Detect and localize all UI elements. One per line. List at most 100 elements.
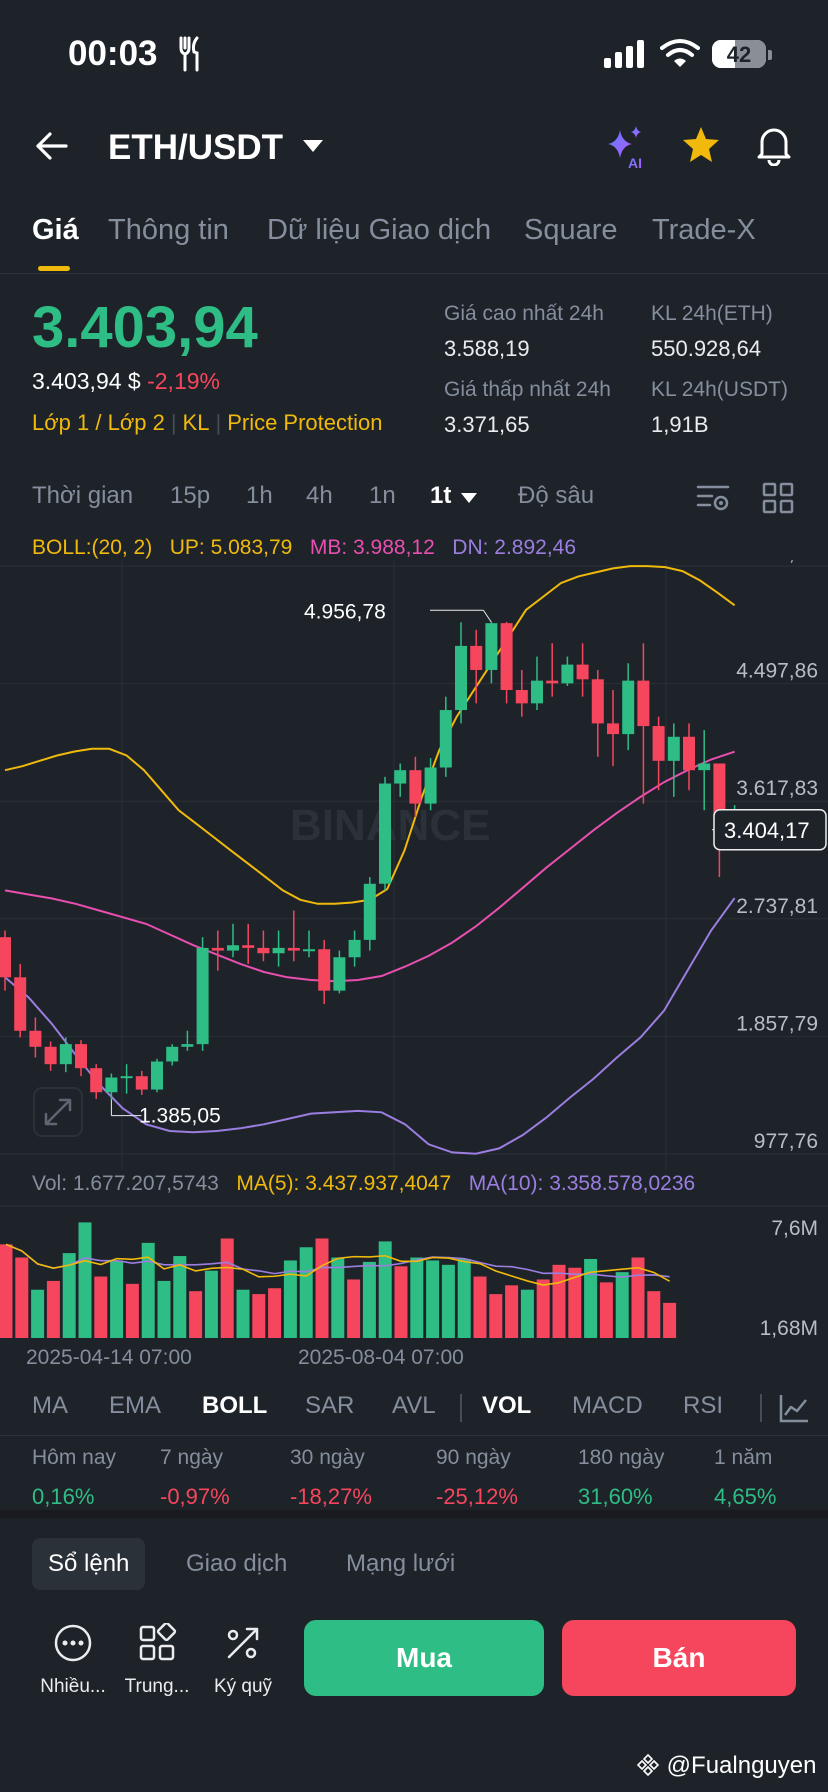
- sell-button[interactable]: Bán: [562, 1620, 796, 1696]
- bell-icon[interactable]: [752, 122, 796, 166]
- performance-cell: Hôm nay 0,16%: [32, 1446, 116, 1510]
- boll-up: UP: 5.083,79: [169, 536, 293, 559]
- grid-layout-icon[interactable]: [762, 482, 794, 514]
- tab-square[interactable]: Square: [524, 214, 618, 246]
- performance-value: -25,12%: [436, 1484, 518, 1509]
- interval-1d[interactable]: 1n: [369, 482, 396, 509]
- volume-bar: [78, 1222, 92, 1338]
- volume-ma5-line: [5, 1243, 670, 1286]
- y-axis-label: 5.377,89: [736, 560, 818, 565]
- chart-settings-icon[interactable]: [696, 482, 730, 514]
- boll-dn: DN: 2.892,46: [452, 536, 577, 559]
- candle: [515, 689, 528, 704]
- buy-button[interactable]: Mua: [304, 1620, 544, 1696]
- vol-ma5: MA(5): 3.437.937,4047: [236, 1172, 452, 1195]
- stat-value: 3.588,19: [444, 336, 530, 361]
- candle: [257, 947, 270, 954]
- margin-label: Ký quỹ: [213, 1676, 273, 1697]
- candle: [44, 1046, 57, 1065]
- price-change: -2,19%: [147, 368, 220, 394]
- tab-info[interactable]: Thông tin: [108, 214, 229, 246]
- kl-link[interactable]: KL: [182, 410, 210, 435]
- performance-cell: 30 ngày -18,27%: [290, 1446, 372, 1510]
- volume-bar: [394, 1266, 408, 1338]
- volume-bar: [62, 1253, 76, 1338]
- candle: [0, 937, 11, 978]
- volume-axis-label: 1,68M: [760, 1317, 818, 1340]
- indicator-settings-icon[interactable]: [778, 1392, 810, 1424]
- stat-value: 3.371,65: [444, 412, 530, 437]
- indicator-vol[interactable]: VOL: [482, 1392, 532, 1419]
- volume-bar: [125, 1283, 139, 1338]
- candle: [181, 1044, 194, 1047]
- candle: [196, 947, 209, 1045]
- indicator-macd[interactable]: MACD: [572, 1392, 643, 1419]
- volume-bar: [0, 1244, 13, 1338]
- performance-period: 7 ngày: [160, 1446, 224, 1469]
- center-button[interactable]: Trung...: [112, 1620, 202, 1698]
- indicator-ma[interactable]: MA: [32, 1392, 68, 1419]
- tab-trading-data[interactable]: Dữ liệu Giao dịch: [267, 214, 492, 246]
- indicator-ema[interactable]: EMA: [109, 1392, 162, 1419]
- tab-network[interactable]: Mạng lưới: [346, 1550, 456, 1577]
- interval-1h[interactable]: 1h: [246, 482, 273, 509]
- tab-price[interactable]: Giá: [32, 214, 79, 246]
- volume-bar: [457, 1258, 471, 1338]
- more-label: Nhiều...: [40, 1676, 106, 1697]
- pair-header: ETH/USDT AI: [0, 118, 828, 174]
- performance-cell: 90 ngày -25,12%: [436, 1446, 518, 1510]
- candle: [120, 1076, 133, 1079]
- candle: [242, 945, 255, 948]
- boll-legend: BOLL:(20, 2) UP: 5.083,79 MB: 3.988,12 D…: [32, 536, 576, 560]
- candle: [227, 945, 239, 951]
- status-time: 00:03: [68, 34, 158, 73]
- interval-1w[interactable]: 1t: [430, 482, 452, 509]
- more-dots-icon: [54, 1624, 92, 1662]
- volume-bar: [189, 1291, 203, 1338]
- indicator-boll[interactable]: BOLL: [202, 1392, 268, 1419]
- volume-bar: [173, 1256, 187, 1338]
- volume-bar: [552, 1264, 566, 1338]
- tab-trades[interactable]: Giao dịch: [186, 1550, 288, 1577]
- chevron-down-icon[interactable]: [460, 492, 478, 504]
- volume-bar: [473, 1276, 487, 1338]
- chevron-down-icon[interactable]: [302, 138, 324, 154]
- interval-15m[interactable]: 15p: [170, 482, 211, 509]
- more-button[interactable]: Nhiều...: [28, 1620, 118, 1698]
- volume-axis-label: 7,6M: [771, 1217, 818, 1240]
- candlestick-chart[interactable]: BINANCE 4.956,781.385,053.404,17 5.377,8…: [0, 560, 828, 1170]
- candle: [470, 645, 483, 670]
- candle: [485, 623, 498, 670]
- candle: [363, 883, 376, 940]
- candle: [409, 770, 422, 804]
- back-arrow-icon[interactable]: [34, 128, 70, 164]
- layer-link[interactable]: Lớp 1 / Lớp 2: [32, 410, 165, 435]
- wifi-icon: [660, 39, 700, 67]
- indicator-avl[interactable]: AVL: [392, 1392, 436, 1419]
- candle: [135, 1076, 148, 1090]
- expand-icon[interactable]: [33, 1087, 83, 1137]
- performance-cell: 7 ngày -0,97%: [160, 1446, 230, 1510]
- interval-4h[interactable]: 4h: [306, 482, 333, 509]
- status-bar: 00:03 42: [0, 0, 828, 110]
- boll-dn-line: [4, 897, 736, 1155]
- indicator-rsi[interactable]: RSI: [683, 1392, 724, 1419]
- volume-chart[interactable]: 7,6M 1,68M: [0, 1205, 828, 1340]
- favorite-star-icon[interactable]: [680, 124, 722, 166]
- interval-depth[interactable]: Độ sâu: [518, 482, 595, 509]
- margin-button[interactable]: Ký quỹ: [198, 1620, 288, 1698]
- min-price-label: 1.385,05: [139, 1105, 221, 1128]
- performance-value: 0,16%: [32, 1484, 95, 1509]
- center-grid-icon: [139, 1623, 177, 1661]
- indicator-sar[interactable]: SAR: [305, 1392, 355, 1419]
- ai-sparkle-icon[interactable]: AI: [604, 124, 650, 170]
- tab-order-book[interactable]: Sổ lệnh: [32, 1538, 146, 1590]
- binance-logo-icon: [636, 1753, 660, 1777]
- candle: [394, 770, 407, 784]
- interval-time[interactable]: Thời gian: [32, 482, 134, 509]
- performance-cell: 180 ngày 31,60%: [578, 1446, 664, 1510]
- y-axis-label: 1.857,79: [736, 1012, 818, 1035]
- tab-trade-x[interactable]: Trade-X: [652, 214, 756, 246]
- pair-title[interactable]: ETH/USDT: [108, 128, 283, 167]
- price-protection-link[interactable]: Price Protection: [227, 410, 383, 435]
